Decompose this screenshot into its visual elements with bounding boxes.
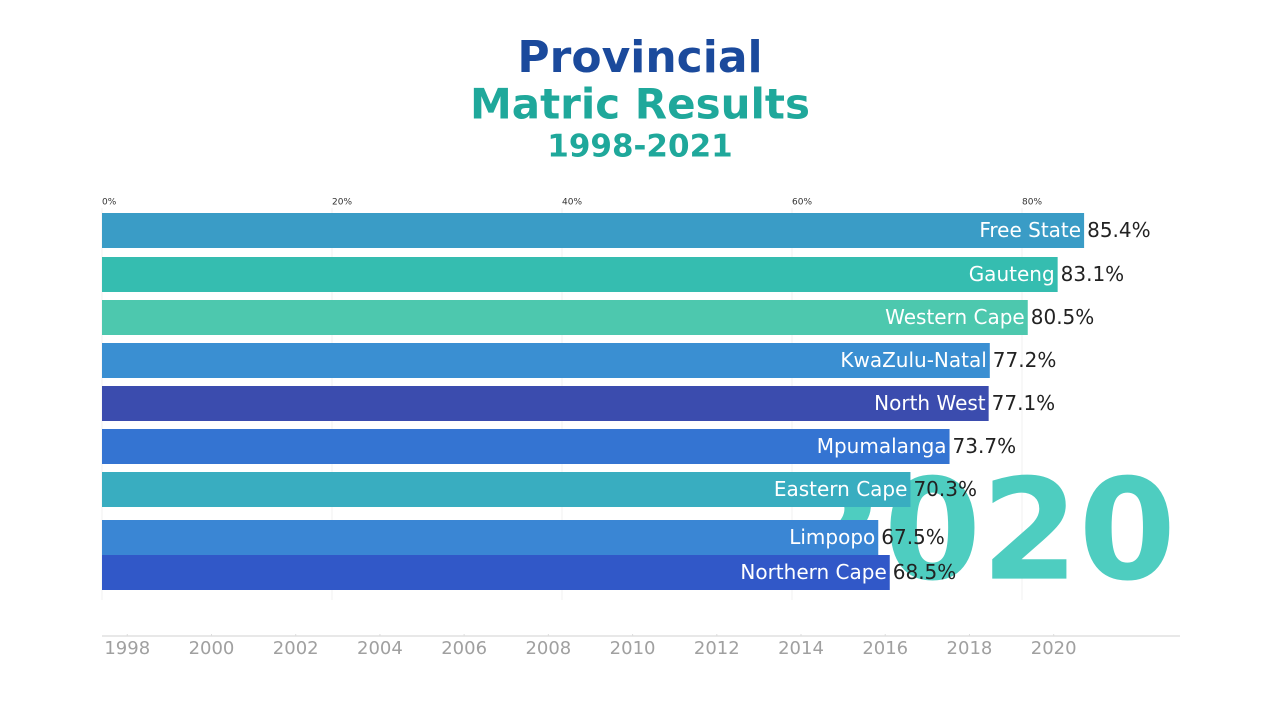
timeline-label: 2014 bbox=[778, 638, 824, 659]
value-label: 83.1% bbox=[1061, 262, 1125, 286]
value-label: 70.3% bbox=[913, 477, 977, 501]
timeline-label: 2018 bbox=[947, 638, 993, 659]
timeline-label: 2004 bbox=[357, 638, 403, 659]
timeline-label: 2012 bbox=[694, 638, 740, 659]
x-tick-label: 0% bbox=[102, 198, 117, 208]
bar bbox=[102, 520, 879, 555]
value-label: 68.5% bbox=[893, 560, 957, 584]
value-label: 67.5% bbox=[881, 525, 945, 549]
chart-subtitle: Matric Results bbox=[470, 80, 810, 129]
timeline: 1998 2000 2002 2004 2006 2008 2010 2012 2014 2016… bbox=[102, 634, 1180, 659]
value-label: 85.4% bbox=[1087, 218, 1151, 242]
bar-label: Northern Cape bbox=[740, 560, 886, 584]
timeline-label: 2016 bbox=[862, 638, 908, 659]
timeline-label: 1998 bbox=[104, 638, 150, 659]
chart-period: 1998-2021 bbox=[547, 129, 732, 165]
bar-label: Limpopo bbox=[789, 525, 875, 549]
timeline-label: 2010 bbox=[610, 638, 656, 659]
bar-label: Western Cape bbox=[885, 305, 1025, 329]
x-tick-label: 20% bbox=[332, 198, 352, 208]
timeline-label: 2000 bbox=[189, 638, 235, 659]
bar bbox=[102, 429, 950, 464]
bar-label: North West bbox=[874, 391, 986, 415]
bar-label: Gauteng bbox=[969, 262, 1055, 286]
chart-title: Provincial bbox=[517, 32, 762, 83]
x-tick-label: 60% bbox=[792, 198, 812, 208]
bars: Free State 85.4% Gauteng 83.1% Western Cape 8… bbox=[102, 213, 1151, 590]
timeline-label: 2006 bbox=[441, 638, 487, 659]
bar bbox=[102, 386, 989, 421]
bar bbox=[102, 257, 1058, 292]
bar bbox=[102, 213, 1085, 248]
bar bbox=[102, 472, 911, 507]
value-label: 73.7% bbox=[953, 434, 1017, 458]
timeline-label: 2002 bbox=[273, 638, 319, 659]
timeline-label: 2008 bbox=[525, 638, 571, 659]
value-label: 80.5% bbox=[1031, 305, 1095, 329]
x-tick-label: 40% bbox=[562, 198, 582, 208]
bar bbox=[102, 300, 1028, 335]
bar-label: Free State bbox=[979, 218, 1081, 242]
bar-label: KwaZulu-Natal bbox=[840, 348, 986, 372]
timeline-label: 2020 bbox=[1031, 638, 1077, 659]
bar bbox=[102, 555, 890, 590]
bar-label: Mpumalanga bbox=[817, 434, 947, 458]
x-tick-label: 80% bbox=[1022, 198, 1042, 208]
bar bbox=[102, 343, 990, 378]
value-label: 77.1% bbox=[992, 391, 1056, 415]
bar-label: Eastern Cape bbox=[774, 477, 908, 501]
value-label: 77.2% bbox=[993, 348, 1057, 372]
